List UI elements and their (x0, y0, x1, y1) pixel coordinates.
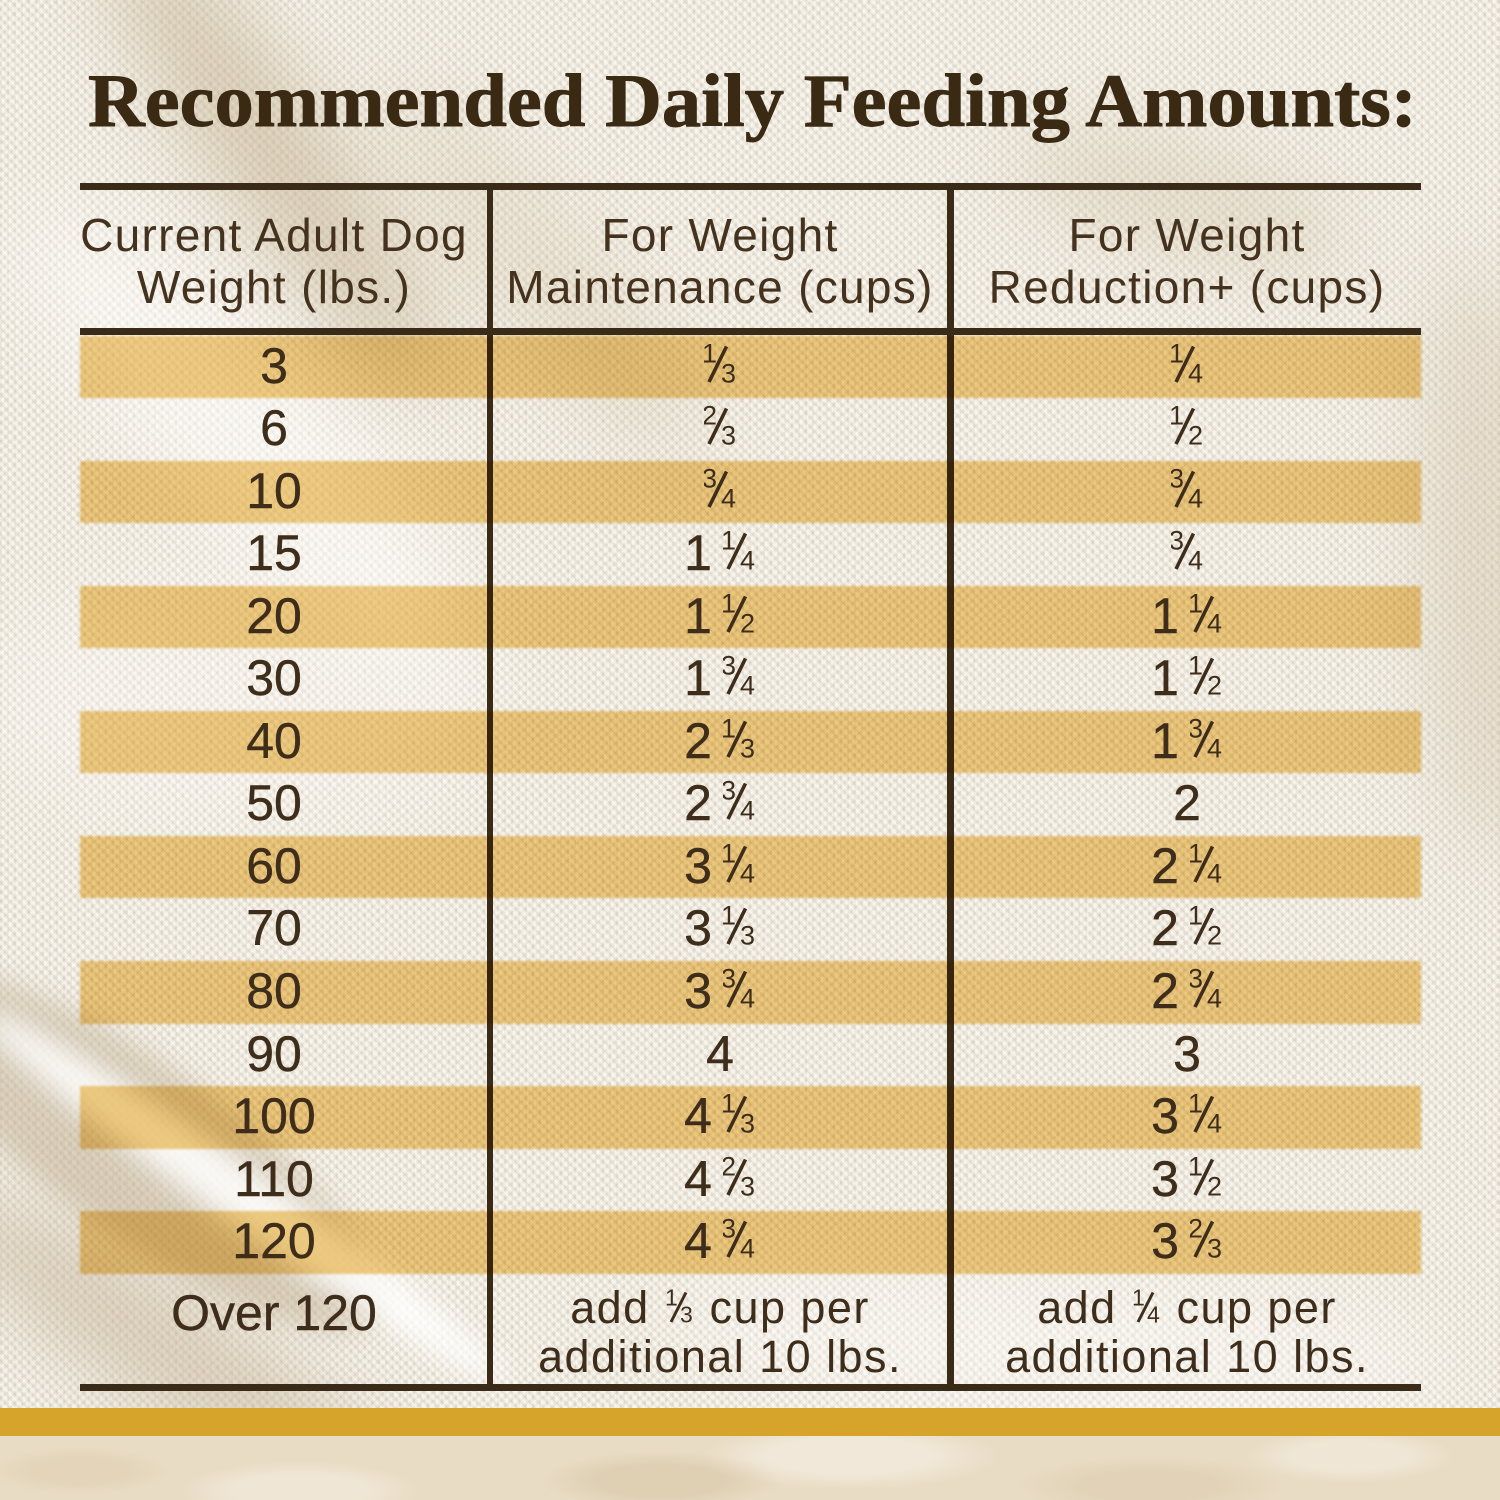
svg-text:3: 3 (1190, 967, 1203, 994)
svg-text:2: 2 (1207, 671, 1222, 696)
svg-text:4: 4 (1207, 1109, 1222, 1134)
svg-text:1: 1 (723, 592, 736, 619)
svg-text:1: 1 (1190, 654, 1203, 681)
svg-text:3: 3 (704, 467, 717, 494)
svg-text:1: 1 (1190, 1092, 1203, 1119)
svg-text:2: 2 (1207, 1171, 1222, 1196)
svg-text:3: 3 (721, 421, 736, 446)
svg-text:4: 4 (1188, 358, 1203, 383)
svg-text:2: 2 (740, 608, 755, 633)
svg-text:3: 3 (723, 967, 736, 994)
svg-text:3: 3 (740, 1171, 755, 1196)
svg-text:3: 3 (1171, 467, 1184, 494)
svg-text:1: 1 (723, 717, 736, 744)
svg-text:2: 2 (723, 1155, 736, 1182)
svg-text:1: 1 (1190, 842, 1203, 869)
svg-text:3: 3 (680, 1301, 694, 1323)
svg-text:4: 4 (1207, 608, 1222, 633)
svg-text:2: 2 (1188, 421, 1203, 446)
svg-text:1: 1 (1133, 1289, 1146, 1311)
svg-text:4: 4 (1147, 1301, 1161, 1323)
svg-text:1: 1 (1171, 404, 1184, 431)
svg-text:4: 4 (1207, 984, 1222, 1009)
svg-text:1: 1 (1190, 1155, 1203, 1182)
svg-text:4: 4 (740, 796, 755, 821)
svg-text:2: 2 (1207, 921, 1222, 946)
svg-text:3: 3 (1207, 1234, 1222, 1259)
svg-text:3: 3 (723, 1217, 736, 1244)
svg-text:3: 3 (723, 779, 736, 806)
svg-text:3: 3 (723, 654, 736, 681)
svg-text:2: 2 (1190, 1217, 1203, 1244)
svg-text:4: 4 (1188, 483, 1203, 508)
svg-text:1: 1 (723, 1092, 736, 1119)
svg-text:4: 4 (740, 858, 755, 883)
svg-text:3: 3 (721, 358, 736, 383)
svg-text:4: 4 (1188, 546, 1203, 571)
svg-text:4: 4 (721, 483, 736, 508)
svg-text:3: 3 (1190, 717, 1203, 744)
svg-text:3: 3 (740, 921, 755, 946)
svg-text:1: 1 (1171, 342, 1184, 369)
svg-text:4: 4 (740, 984, 755, 1009)
svg-text:4: 4 (1207, 858, 1222, 883)
svg-text:1: 1 (1190, 592, 1203, 619)
svg-text:1: 1 (723, 529, 736, 556)
svg-text:1: 1 (723, 904, 736, 931)
svg-text:3: 3 (740, 733, 755, 758)
svg-text:1: 1 (1190, 904, 1203, 931)
svg-text:4: 4 (740, 1234, 755, 1259)
svg-text:4: 4 (740, 546, 755, 571)
svg-text:4: 4 (740, 671, 755, 696)
svg-text:1: 1 (666, 1289, 679, 1311)
svg-text:3: 3 (740, 1109, 755, 1134)
svg-text:1: 1 (723, 842, 736, 869)
svg-text:1: 1 (704, 342, 717, 369)
svg-text:3: 3 (1171, 529, 1184, 556)
svg-text:2: 2 (704, 404, 717, 431)
svg-text:4: 4 (1207, 733, 1222, 758)
